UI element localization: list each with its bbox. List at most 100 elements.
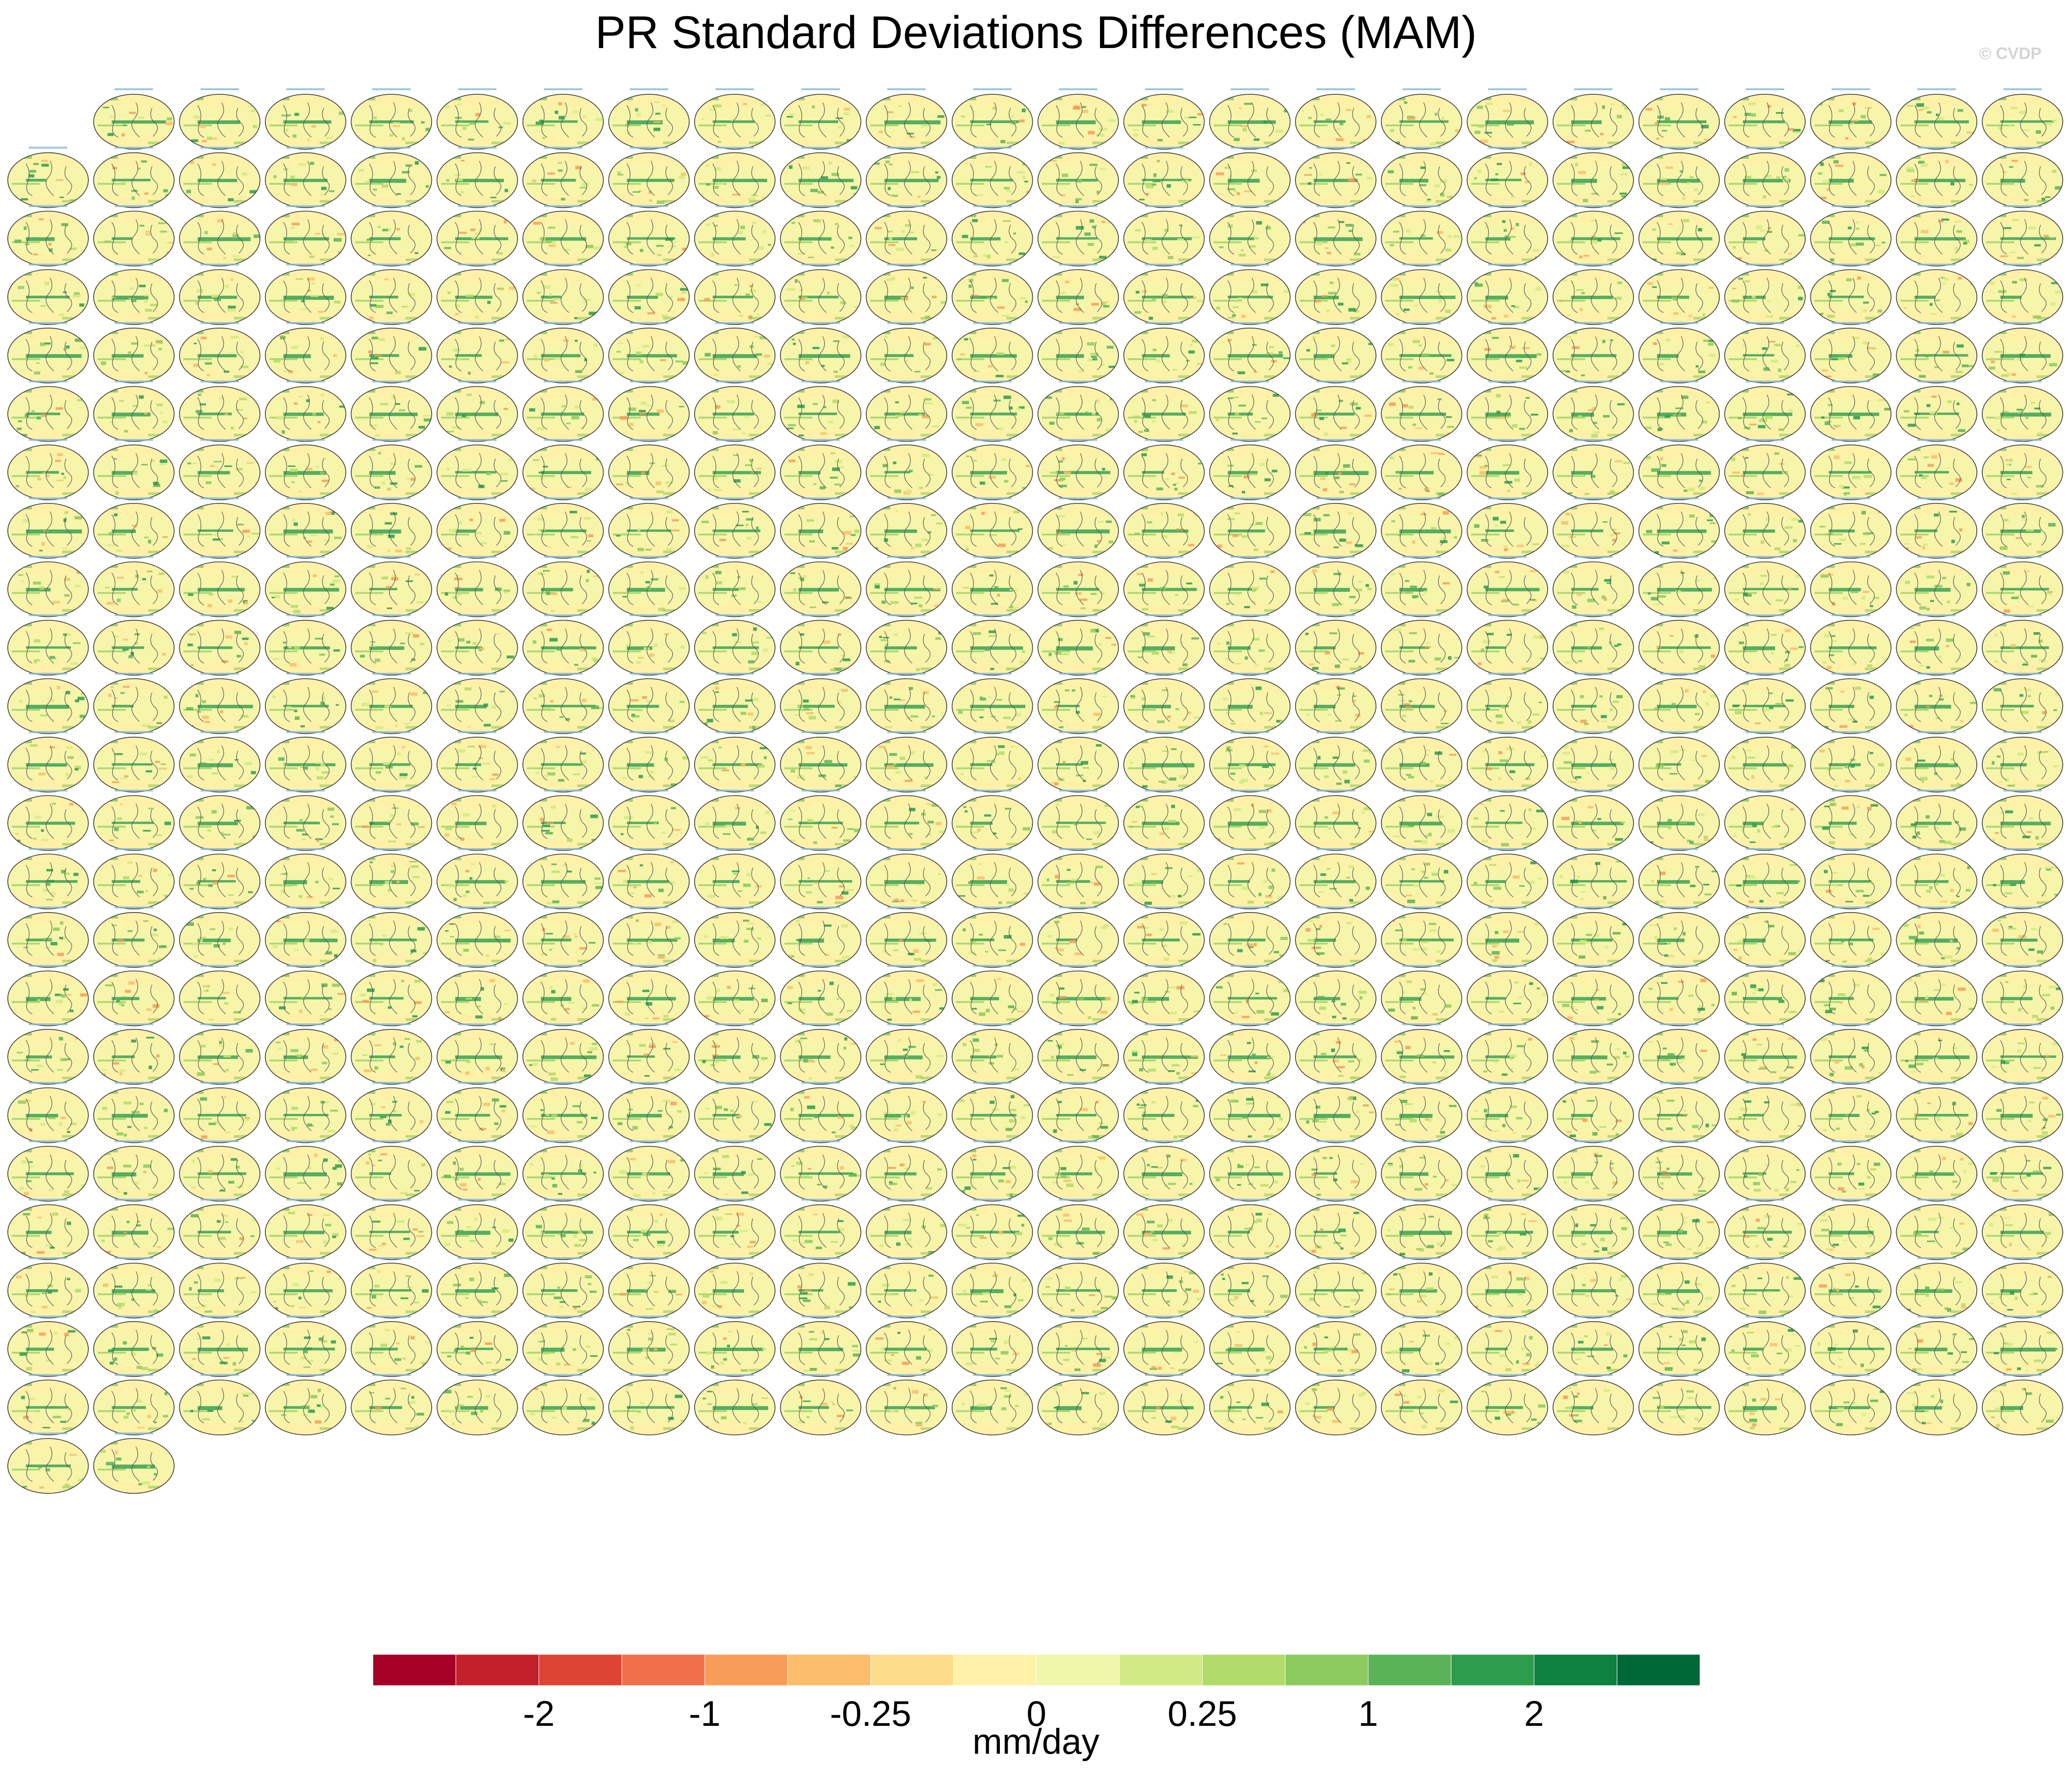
panel-title-mark <box>544 673 583 675</box>
panel-title-mark <box>1917 439 1956 441</box>
map-panel <box>179 146 261 208</box>
map-panel <box>780 264 862 325</box>
panel-title-mark <box>286 264 325 266</box>
panel-title-mark <box>2003 614 2042 616</box>
panel-title-mark <box>1402 497 1441 499</box>
map-panel <box>1981 205 2063 267</box>
panel-title-mark <box>715 146 754 149</box>
panel-title-mark <box>1488 146 1527 149</box>
map-panel <box>264 673 346 734</box>
map-panel <box>1295 380 1376 442</box>
map-panel <box>1381 264 1462 325</box>
panel-title-mark <box>801 556 840 558</box>
panel-title-mark <box>1317 614 1355 616</box>
panel-title-mark <box>887 205 926 207</box>
panel-title-mark <box>458 322 496 324</box>
panel-title-mark <box>1402 614 1441 616</box>
colorbar-units-label: mm/day <box>972 1721 1100 1762</box>
colorbar-box <box>539 1654 622 1686</box>
map-panel <box>1123 439 1205 501</box>
map-panel <box>608 322 690 384</box>
map-panel <box>93 380 175 442</box>
map-panel <box>1123 205 1205 267</box>
panel-title-mark <box>1317 556 1355 558</box>
panel-title-mark <box>973 614 1012 616</box>
panel-title-mark <box>887 556 926 558</box>
map-panel <box>1638 380 1720 442</box>
panel-title-mark <box>1144 146 1183 149</box>
panel-title-mark <box>1574 88 1613 90</box>
panel-title-mark <box>286 205 325 207</box>
map-panel <box>7 614 89 676</box>
map-panel <box>351 205 432 267</box>
map-panel <box>866 264 947 325</box>
panel-title-mark <box>1917 146 1956 149</box>
panel-title-mark <box>1402 380 1441 383</box>
map-panel <box>1123 614 1205 676</box>
map-panel <box>1295 439 1376 501</box>
colorbar-box <box>1368 1654 1451 1686</box>
panel-title-mark <box>1317 673 1355 675</box>
panel-title-mark <box>200 146 239 149</box>
panel-title-mark <box>372 497 411 499</box>
map-panel <box>1981 322 2063 384</box>
map-panel <box>1724 88 1806 150</box>
map-panel <box>522 673 604 734</box>
map-panel <box>694 205 776 267</box>
map-panel <box>1638 264 1720 325</box>
panel-title-mark <box>630 380 669 383</box>
colorbar-box <box>1617 1654 1700 1686</box>
panel-title-mark <box>1488 497 1527 499</box>
panel-title-mark <box>1230 264 1269 266</box>
panel-title-mark <box>458 146 496 149</box>
map-panel <box>951 380 1033 442</box>
map-panel <box>1037 88 1119 150</box>
map-panel <box>1381 146 1462 208</box>
map-panel <box>1552 614 1634 676</box>
panel-title-mark <box>1230 88 1269 90</box>
panel-title-mark <box>1059 673 1098 675</box>
panel-title-mark <box>1059 497 1098 499</box>
panel-title-mark <box>114 322 153 324</box>
panel-title-mark <box>29 380 67 383</box>
map-panel <box>1981 146 2063 208</box>
map-panel <box>780 380 862 442</box>
panel-title-mark <box>29 205 67 207</box>
map-panel <box>951 205 1033 267</box>
map-panel <box>1552 673 1634 734</box>
map-panel <box>1724 556 1806 617</box>
panel-title-mark <box>1917 497 1956 499</box>
panel-title-mark <box>200 88 239 90</box>
panel-title-mark <box>1831 146 1870 149</box>
panel-title-mark <box>801 88 840 90</box>
map-panel <box>264 614 346 676</box>
panel-title-mark <box>114 614 153 616</box>
colorbar-box <box>704 1654 788 1686</box>
panel-title-mark <box>630 439 669 441</box>
map-panel <box>1552 205 1634 267</box>
map-panel <box>1724 322 1806 384</box>
map-panel <box>93 146 175 208</box>
panel-title-mark <box>1831 497 1870 499</box>
panel-title-mark <box>1488 322 1527 324</box>
panel-title-mark <box>715 322 754 324</box>
map-panel <box>694 88 776 150</box>
colorbar-box <box>1451 1654 1534 1686</box>
panel-title-mark <box>1402 146 1441 149</box>
map-panel <box>93 322 175 384</box>
panel-title-mark <box>2003 88 2042 90</box>
map-panel <box>179 205 261 267</box>
copyright-label: © CVDP <box>1979 44 2042 63</box>
map-panel <box>1810 380 1892 442</box>
map-panel <box>7 439 89 501</box>
map-panel <box>1810 673 1892 734</box>
panel-title-mark <box>1402 322 1441 324</box>
map-panel <box>1981 614 2063 676</box>
panel-title-mark <box>286 673 325 675</box>
panel-title-mark <box>1059 146 1098 149</box>
panel-title-mark <box>1831 322 1870 324</box>
panel-title-mark <box>2003 497 2042 499</box>
panel-title-mark <box>1831 205 1870 207</box>
map-panel <box>1896 264 1978 325</box>
